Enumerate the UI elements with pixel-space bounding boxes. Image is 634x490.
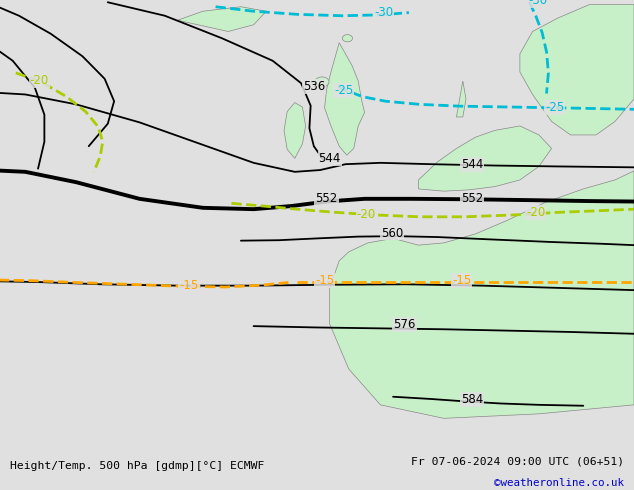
Text: -30: -30	[528, 0, 547, 7]
Text: -15: -15	[315, 274, 334, 287]
Text: Fr 07-06-2024 09:00 UTC (06+51): Fr 07-06-2024 09:00 UTC (06+51)	[411, 456, 624, 466]
Text: -30: -30	[374, 6, 393, 19]
Polygon shape	[178, 7, 266, 31]
Text: 544: 544	[461, 158, 484, 171]
Text: 560: 560	[380, 226, 403, 240]
Polygon shape	[284, 102, 306, 158]
Text: -15: -15	[452, 274, 471, 287]
Text: 552: 552	[461, 192, 484, 205]
Polygon shape	[330, 171, 634, 418]
Text: -20: -20	[526, 206, 545, 219]
Text: 544: 544	[318, 152, 341, 165]
Text: 584: 584	[461, 393, 484, 406]
Polygon shape	[520, 4, 634, 135]
Text: 576: 576	[393, 318, 416, 331]
Text: -25: -25	[334, 84, 353, 98]
Polygon shape	[325, 43, 365, 155]
Circle shape	[315, 77, 329, 87]
Text: -25: -25	[545, 100, 564, 114]
Text: ©weatheronline.co.uk: ©weatheronline.co.uk	[495, 478, 624, 488]
Text: 552: 552	[315, 192, 338, 205]
Text: -20: -20	[30, 74, 49, 87]
Text: Height/Temp. 500 hPa [gdmp][°C] ECMWF: Height/Temp. 500 hPa [gdmp][°C] ECMWF	[10, 461, 264, 471]
Polygon shape	[456, 81, 466, 117]
Polygon shape	[418, 126, 552, 191]
Text: -15: -15	[179, 279, 198, 292]
Text: 536: 536	[302, 80, 325, 93]
Circle shape	[342, 35, 353, 42]
Text: -20: -20	[357, 208, 376, 220]
